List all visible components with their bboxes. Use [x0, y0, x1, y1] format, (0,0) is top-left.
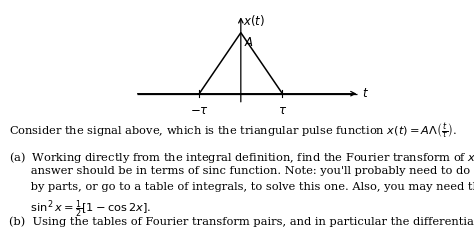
Text: (a)  Working directly from the integral definition, find the Fourier transform o: (a) Working directly from the integral d… — [9, 149, 474, 164]
Text: $t$: $t$ — [362, 87, 369, 100]
Text: $x(t)$: $x(t)$ — [243, 13, 265, 28]
Text: $\sin^2 x = \frac{1}{2}\left[1 - \cos 2x\right]$.: $\sin^2 x = \frac{1}{2}\left[1 - \cos 2x… — [9, 198, 152, 219]
Text: answer should be in terms of sinc function. Note: you'll probably need to do int: answer should be in terms of sinc functi… — [9, 165, 474, 175]
Text: Consider the signal above, which is the triangular pulse function $x(t) = A\Lamb: Consider the signal above, which is the … — [9, 121, 458, 140]
Text: $A$: $A$ — [244, 35, 254, 48]
Text: $\tau$: $\tau$ — [278, 103, 287, 116]
Text: (b)  Using the tables of Fourier transform pairs, and in particular the differen: (b) Using the tables of Fourier transfor… — [9, 216, 474, 227]
Text: by parts, or go to a table of integrals, to solve this one. Also, you may need t: by parts, or go to a table of integrals,… — [9, 181, 474, 191]
Text: $-\tau$: $-\tau$ — [190, 103, 209, 116]
